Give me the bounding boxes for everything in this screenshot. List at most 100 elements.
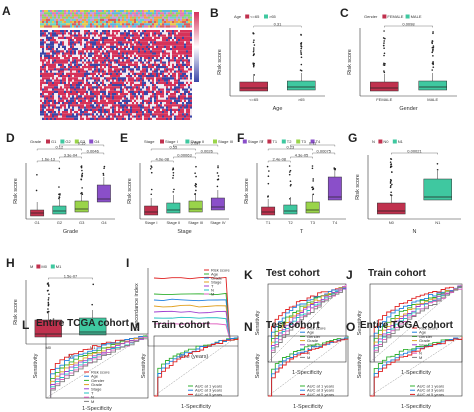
heat-cell	[154, 32, 156, 35]
heat-cell	[182, 48, 184, 51]
heat-cell	[174, 32, 176, 35]
heat-cell	[160, 43, 162, 46]
annotation-cell	[108, 21, 110, 24]
heat-cell	[166, 41, 168, 44]
heat-cell	[40, 104, 42, 107]
annotation-cell	[104, 18, 106, 21]
y-axis-label: Sensitivity	[357, 310, 363, 335]
heat-cell	[100, 75, 102, 78]
heat-cell	[128, 115, 130, 118]
annotation-cell	[180, 18, 182, 21]
heat-cell	[150, 63, 152, 66]
heat-cell	[90, 54, 92, 57]
annotation-cell	[62, 14, 64, 17]
heat-cell	[92, 66, 94, 69]
heat-cell	[78, 113, 80, 116]
plot-frame	[267, 335, 349, 397]
heat-cell	[70, 115, 72, 118]
heat-cell	[92, 99, 94, 102]
heat-cell	[82, 39, 84, 42]
heat-cell	[172, 113, 174, 116]
heat-cell	[58, 66, 60, 69]
annotation-cell	[92, 16, 94, 19]
annotation-cell	[70, 25, 72, 28]
annotation-cell	[174, 14, 176, 17]
heat-cell	[78, 57, 80, 60]
heat-cell	[114, 84, 116, 87]
heat-cell	[82, 41, 84, 44]
heat-cell	[134, 36, 136, 39]
heat-cell	[46, 54, 48, 57]
annotation-cell	[152, 12, 154, 15]
heat-cell	[154, 39, 156, 42]
heat-cell	[46, 43, 48, 46]
heat-cell	[90, 90, 92, 93]
heat-cell	[114, 95, 116, 98]
heat-cell	[138, 102, 140, 105]
annotation-cell	[168, 25, 170, 28]
heat-cell	[126, 97, 128, 100]
y-axis-label: Risk score	[217, 49, 223, 75]
outlier-point	[81, 187, 83, 189]
heat-cell	[106, 115, 108, 118]
heat-cell	[154, 93, 156, 96]
heat-cell	[50, 70, 52, 73]
heat-cell	[144, 102, 146, 105]
heat-cell	[186, 66, 188, 69]
heat-cell	[90, 50, 92, 53]
heat-cell	[128, 99, 130, 102]
p-value: 0.097	[191, 140, 202, 145]
annotation-cell	[178, 16, 180, 19]
heat-cell	[158, 39, 160, 42]
annotation-cell	[90, 23, 92, 26]
heat-cell	[190, 39, 192, 42]
heat-cell	[182, 95, 184, 98]
heat-cell	[42, 34, 44, 37]
heat-cell	[148, 57, 150, 60]
heat-cell	[170, 99, 172, 102]
annotation-cell	[176, 21, 178, 24]
heat-cell	[70, 52, 72, 55]
outlier-point	[103, 165, 106, 168]
heat-cell	[112, 102, 114, 105]
heat-cell	[188, 88, 190, 91]
heat-cell	[62, 32, 64, 35]
heat-cell	[42, 59, 44, 62]
heat-cell	[180, 95, 182, 98]
heat-cell	[62, 97, 64, 100]
annotation-cell	[88, 16, 90, 19]
heat-cell	[114, 36, 116, 39]
heat-cell	[158, 43, 160, 46]
heat-cell	[66, 81, 68, 84]
heat-cell	[52, 102, 54, 105]
heat-cell	[54, 93, 56, 96]
outlier-point	[47, 301, 50, 304]
heat-cell	[64, 70, 66, 73]
annotation-cell	[160, 14, 162, 17]
heat-cell	[142, 50, 144, 53]
heat-cell	[96, 52, 98, 55]
heat-cell	[102, 72, 104, 75]
heat-cell	[148, 48, 150, 51]
heat-cell	[58, 79, 60, 82]
heat-cell	[138, 75, 140, 78]
significance-bracket	[150, 160, 174, 163]
heat-cell	[134, 63, 136, 66]
heat-cell	[132, 86, 134, 89]
heat-cell	[76, 77, 78, 80]
heat-cell	[98, 66, 100, 69]
heat-cell	[62, 70, 64, 73]
heat-cell	[160, 93, 162, 96]
annotation-cell	[58, 21, 60, 24]
heat-cell	[74, 88, 76, 91]
heat-cell	[86, 30, 88, 33]
heat-cell	[142, 41, 144, 44]
heat-cell	[142, 70, 144, 73]
heat-cell	[64, 95, 66, 98]
heat-cell	[96, 41, 98, 44]
heat-cell	[176, 50, 178, 53]
heat-cell	[62, 48, 64, 51]
heat-cell	[180, 54, 182, 57]
tick-label: G1	[34, 220, 40, 225]
outlier-point	[216, 172, 219, 174]
